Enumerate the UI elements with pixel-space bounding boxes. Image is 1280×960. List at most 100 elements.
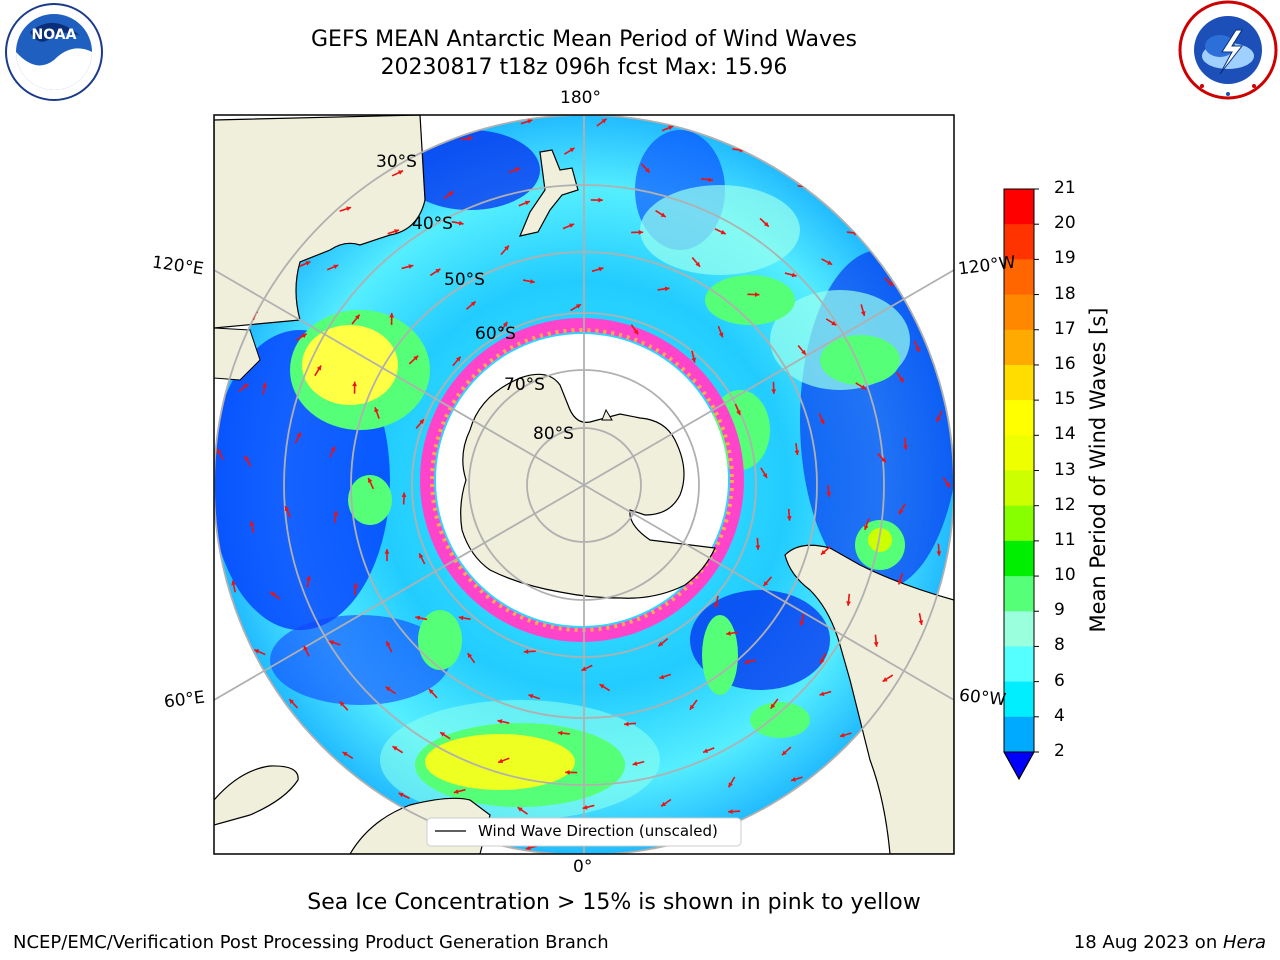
direction-arrow-head [791, 272, 797, 278]
direction-arrow-head [565, 770, 570, 775]
direction-arrow-head [453, 789, 459, 794]
direction-arrow-head [596, 857, 601, 861]
colorbar-tick-label: 21 [1054, 178, 1076, 198]
direction-arrow-head [827, 260, 833, 265]
direction-arrow-head [401, 492, 407, 497]
colorbar-segment [1004, 646, 1034, 683]
colorbar-tick-label: 12 [1054, 494, 1076, 515]
direction-arrow-head [342, 752, 348, 757]
direction-arrow-head [936, 416, 941, 422]
direction-arrow-head [695, 261, 701, 267]
colorbar-segment [1004, 716, 1034, 753]
direction-arrow-head [470, 301, 476, 307]
direction-arrow-head [333, 511, 339, 516]
colorbar-tick-label: 16 [1054, 353, 1076, 374]
lat-label-30s: 30°S [376, 152, 417, 172]
direction-arrow-head [385, 686, 391, 692]
direction-arrow-head [633, 329, 639, 335]
colorbar-tick-label: 15 [1054, 389, 1076, 410]
direction-arrow-head [660, 212, 666, 217]
direction-arrow-head [353, 583, 359, 588]
direction-arrow-head [599, 684, 605, 689]
direction-arrow-head [398, 170, 404, 175]
direction-arrow-head [575, 304, 581, 309]
direction-arrow-head [762, 473, 768, 479]
direction-arrow-head [744, 659, 750, 664]
colorbar-tick-label: 14 [1054, 424, 1076, 445]
direction-arrow-head [598, 266, 604, 272]
direction-arrow-head [440, 732, 446, 737]
colorbar-segment [1004, 435, 1034, 471]
direction-arrow-head [786, 516, 792, 521]
direction-arrow-head [581, 666, 587, 671]
colorbar-segment [1004, 364, 1034, 401]
direction-arrow-head [915, 346, 920, 352]
direction-arrow-head [498, 758, 504, 764]
colorbar-extend-arrow [1003, 751, 1035, 781]
direction-arrow-head [860, 311, 866, 317]
direction-arrow-head [728, 782, 733, 788]
colorbar-tick-label: 10 [1054, 565, 1076, 586]
direction-arrow-head [398, 792, 404, 798]
direction-arrow-head [661, 801, 667, 807]
colorbar-segment [1004, 540, 1034, 577]
colorbar-tick-label: 13 [1054, 459, 1076, 480]
colorbar-tick-label: 2 [1054, 741, 1065, 761]
legend-box [426, 817, 742, 847]
direction-arrow-head [820, 658, 825, 664]
direction-arrow-head [524, 200, 530, 206]
direction-arrow-head [339, 701, 345, 707]
colorbar-tick-label: 17 [1054, 318, 1076, 339]
direction-arrow-head [569, 147, 575, 153]
direction-arrow-head [528, 693, 534, 699]
direction-arrow-head [316, 365, 322, 371]
lon-label-0: 0° [573, 857, 593, 877]
direction-arrow-head [458, 220, 464, 226]
colorbar-segment [1004, 470, 1034, 507]
footer-left: NCEP/EMC/Verification Post Processing Pr… [13, 932, 609, 953]
direction-arrow-head [231, 580, 236, 586]
direction-arrow-head [408, 264, 414, 269]
colorbar-tick-label: 9 [1054, 600, 1065, 621]
colorbar-tick-label: 18 [1054, 283, 1076, 304]
direction-arrow-head [598, 197, 603, 203]
colorbar-tick-label: 6 [1054, 670, 1065, 691]
direction-arrow-head [384, 549, 390, 554]
noaa-logo: NOAA [5, 3, 103, 101]
colorbar-segment [1004, 400, 1034, 436]
direction-arrow-head [668, 125, 674, 130]
direction-arrow-head [794, 450, 800, 456]
chart-title: GEFS MEAN Antarctic Mean Period of Wind … [311, 27, 857, 52]
direction-arrow-head [270, 591, 276, 597]
colorbar-segment [1004, 224, 1034, 260]
direction-arrow-head [301, 333, 307, 339]
direction-arrow-head [467, 136, 473, 141]
direction-arrow-head [243, 383, 249, 389]
direction-arrow-head [502, 321, 508, 327]
direction-arrow-head [557, 730, 563, 736]
direction-arrow-head [791, 777, 796, 782]
colorbar-tick-label: 4 [1054, 705, 1065, 726]
direction-arrow-head [718, 332, 724, 338]
direction-arrow-head [632, 761, 638, 766]
direction-arrow-head [497, 719, 503, 724]
direction-arrow-head [249, 521, 255, 526]
direction-arrow-head [918, 620, 924, 625]
direction-arrow-head [284, 506, 290, 512]
direction-arrow-head [881, 457, 886, 463]
direction-arrow-head [638, 229, 644, 235]
colorbar-segment [1004, 329, 1034, 366]
direction-arrow-head [708, 177, 713, 183]
direction-arrow-head [306, 575, 311, 581]
direction-arrow-head [262, 382, 267, 388]
direction-arrow-head [771, 389, 777, 394]
direction-arrow-head [755, 545, 761, 550]
direction-arrow-head [523, 649, 529, 655]
direction-arrow-head [770, 703, 776, 709]
direction-arrow-head [601, 118, 607, 124]
australia-land [214, 115, 426, 329]
direction-arrow-head [763, 221, 769, 227]
direction-arrow-head [936, 551, 942, 556]
direction-arrow-head [659, 674, 665, 680]
